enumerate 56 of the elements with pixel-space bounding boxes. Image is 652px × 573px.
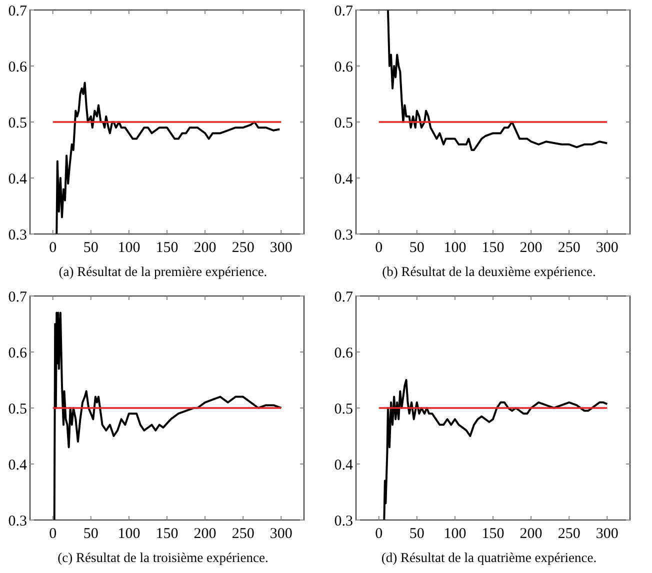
x-tick-label: 150 bbox=[156, 526, 178, 542]
x-tick-label: 100 bbox=[118, 240, 140, 256]
y-tick-label: 0.3 bbox=[334, 513, 353, 530]
x-tick-label: 150 bbox=[482, 526, 504, 542]
line-series bbox=[53, 312, 282, 521]
x-tick-label: 50 bbox=[409, 526, 424, 542]
y-tick-label: 0.3 bbox=[8, 513, 27, 530]
y-tick-label: 0.5 bbox=[8, 115, 27, 132]
line-series bbox=[383, 379, 608, 521]
x-tick-label: 50 bbox=[83, 240, 98, 256]
y-tick-label: 0.3 bbox=[334, 227, 353, 244]
x-tick-label: 250 bbox=[558, 526, 580, 542]
y-tick-label: 0.6 bbox=[334, 59, 354, 76]
x-tick-label: 250 bbox=[232, 240, 254, 256]
y-tick-label: 0.6 bbox=[334, 345, 354, 362]
x-tick-label: 200 bbox=[520, 526, 542, 542]
y-tick-label: 0.5 bbox=[334, 115, 353, 132]
y-tick-label: 0.4 bbox=[8, 457, 28, 474]
y-tick-label: 0.4 bbox=[8, 171, 28, 188]
x-tick-label: 250 bbox=[232, 526, 254, 542]
x-tick-label: 150 bbox=[156, 240, 178, 256]
line-series bbox=[56, 82, 281, 235]
x-tick-label: 200 bbox=[520, 240, 542, 256]
x-tick-label: 300 bbox=[596, 240, 618, 256]
x-tick-label: 300 bbox=[596, 526, 618, 542]
y-tick-label: 0.4 bbox=[334, 171, 354, 188]
x-tick-label: 100 bbox=[444, 240, 466, 256]
y-tick-label: 0.7 bbox=[8, 3, 28, 20]
x-tick-label: 200 bbox=[194, 526, 216, 542]
line-series bbox=[386, 9, 608, 151]
x-tick-label: 0 bbox=[49, 240, 57, 256]
y-tick-label: 0.6 bbox=[8, 59, 28, 76]
y-tick-label: 0.5 bbox=[334, 401, 353, 418]
y-tick-label: 0.7 bbox=[8, 289, 28, 306]
y-tick-label: 0.4 bbox=[334, 457, 354, 474]
x-tick-label: 0 bbox=[375, 240, 383, 256]
x-tick-label: 50 bbox=[83, 526, 98, 542]
y-tick-label: 0.3 bbox=[8, 227, 27, 244]
text: (d) Résultat de la quatrième expérience. bbox=[381, 550, 597, 565]
y-tick-label: 0.5 bbox=[8, 401, 27, 418]
y-tick-label: 0.7 bbox=[334, 289, 354, 306]
x-tick-label: 150 bbox=[482, 240, 504, 256]
y-tick-label: 0.7 bbox=[334, 3, 354, 20]
x-tick-label: 300 bbox=[270, 526, 292, 542]
text: (b) Résultat de la deuxième expérience. bbox=[382, 264, 596, 279]
x-tick-label: 200 bbox=[194, 240, 216, 256]
x-tick-label: 50 bbox=[409, 240, 424, 256]
text: (c) Résultat de la troisième expérience. bbox=[58, 550, 268, 565]
x-tick-label: 250 bbox=[558, 240, 580, 256]
x-tick-label: 0 bbox=[375, 526, 383, 542]
x-tick-label: 0 bbox=[49, 526, 57, 542]
y-tick-label: 0.6 bbox=[8, 345, 28, 362]
x-tick-label: 300 bbox=[270, 240, 292, 256]
x-tick-label: 100 bbox=[118, 526, 140, 542]
x-tick-label: 100 bbox=[444, 526, 466, 542]
text: (a) Résultat de la première expérience. bbox=[58, 264, 268, 279]
